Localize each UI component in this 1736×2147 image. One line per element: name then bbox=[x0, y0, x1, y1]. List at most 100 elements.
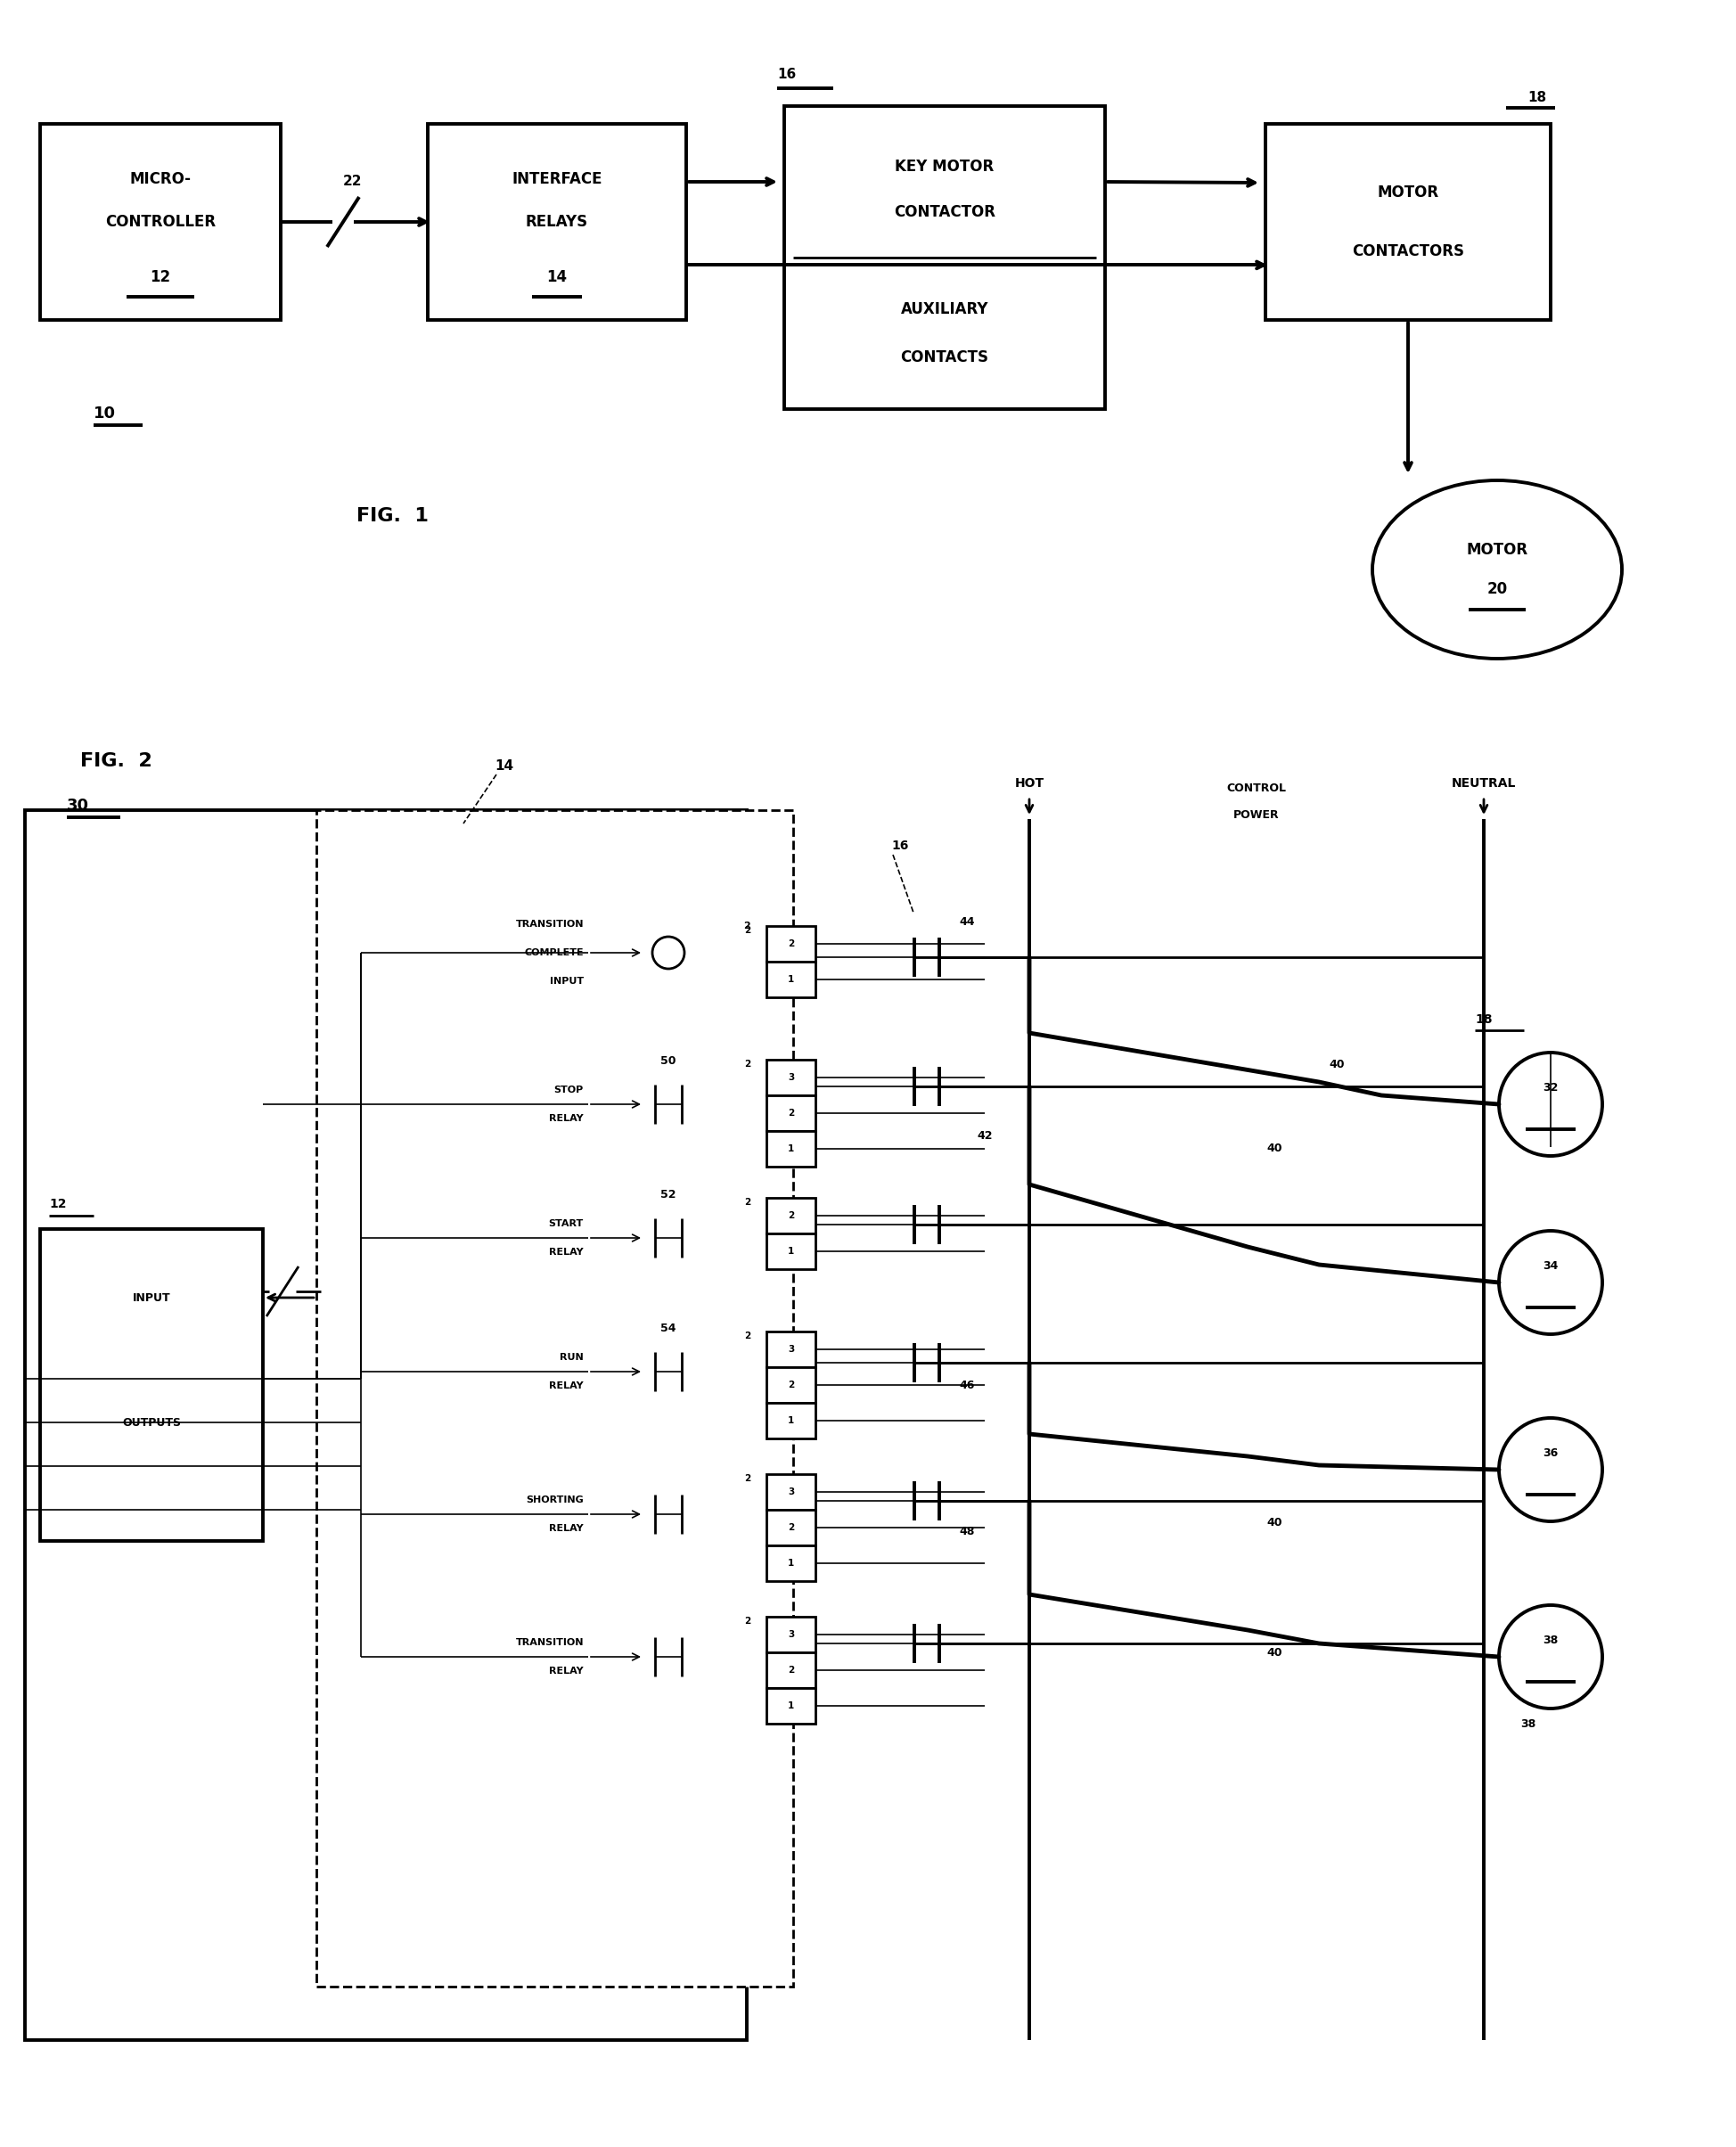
Text: 1: 1 bbox=[788, 975, 793, 983]
Text: KEY MOTOR: KEY MOTOR bbox=[894, 159, 993, 174]
Text: 40: 40 bbox=[1266, 1518, 1281, 1529]
Bar bbox=[766, 962, 814, 998]
Text: RUN: RUN bbox=[559, 1353, 583, 1361]
Text: 2: 2 bbox=[788, 1108, 793, 1119]
Text: MOTOR: MOTOR bbox=[1465, 541, 1528, 558]
Text: 2: 2 bbox=[788, 1666, 793, 1675]
Circle shape bbox=[1498, 1230, 1602, 1333]
Text: OUTPUTS: OUTPUTS bbox=[122, 1417, 181, 1428]
Text: 2: 2 bbox=[743, 925, 750, 934]
Text: AUXILIARY: AUXILIARY bbox=[901, 301, 988, 318]
Text: CONTACTS: CONTACTS bbox=[899, 350, 988, 365]
Text: 14: 14 bbox=[547, 268, 568, 286]
Circle shape bbox=[1498, 1606, 1602, 1709]
Bar bbox=[766, 1653, 814, 1688]
Bar bbox=[766, 1198, 814, 1235]
Text: 48: 48 bbox=[958, 1527, 974, 1537]
Text: 2: 2 bbox=[743, 1617, 750, 1625]
Text: 20: 20 bbox=[1486, 582, 1507, 597]
Text: 40: 40 bbox=[1266, 1142, 1281, 1155]
Bar bbox=[40, 125, 281, 320]
Bar bbox=[766, 1235, 814, 1269]
Text: 2: 2 bbox=[788, 1211, 793, 1219]
Text: 1: 1 bbox=[788, 1559, 793, 1567]
Text: 18: 18 bbox=[1474, 1013, 1491, 1026]
Bar bbox=[766, 1368, 814, 1402]
Text: 38: 38 bbox=[1542, 1636, 1557, 1647]
Text: 40: 40 bbox=[1328, 1058, 1344, 1069]
Text: 2: 2 bbox=[743, 1061, 750, 1069]
Text: MOTOR: MOTOR bbox=[1377, 185, 1437, 200]
Bar bbox=[766, 1509, 814, 1546]
Text: 54: 54 bbox=[660, 1323, 675, 1335]
Text: 1: 1 bbox=[788, 1144, 793, 1153]
Text: POWER: POWER bbox=[1233, 809, 1279, 820]
Text: SHORTING: SHORTING bbox=[526, 1496, 583, 1505]
Text: INPUT: INPUT bbox=[132, 1292, 170, 1303]
Bar bbox=[766, 1331, 814, 1368]
Bar bbox=[766, 1131, 814, 1166]
Text: RELAY: RELAY bbox=[549, 1666, 583, 1675]
Text: CONTROLLER: CONTROLLER bbox=[106, 215, 215, 230]
Text: COMPLETE: COMPLETE bbox=[524, 949, 583, 958]
Text: 22: 22 bbox=[342, 176, 361, 189]
Text: INPUT: INPUT bbox=[550, 977, 583, 985]
Circle shape bbox=[653, 936, 684, 968]
Text: 2: 2 bbox=[743, 1475, 750, 1484]
Text: RELAY: RELAY bbox=[549, 1247, 583, 1256]
Bar bbox=[766, 925, 814, 962]
Text: 2: 2 bbox=[788, 1522, 793, 1533]
Text: HOT: HOT bbox=[1014, 777, 1043, 790]
Text: 10: 10 bbox=[94, 406, 116, 421]
Text: 42: 42 bbox=[976, 1129, 991, 1142]
Text: TRANSITION: TRANSITION bbox=[516, 1638, 583, 1647]
Text: 2: 2 bbox=[788, 940, 793, 949]
Text: 2: 2 bbox=[743, 1198, 750, 1207]
Text: 52: 52 bbox=[660, 1189, 675, 1200]
Text: 3: 3 bbox=[788, 1074, 793, 1082]
Circle shape bbox=[1498, 1052, 1602, 1155]
Bar bbox=[766, 1061, 814, 1095]
Text: 30: 30 bbox=[66, 799, 89, 814]
Bar bbox=[40, 1228, 262, 1542]
Text: 38: 38 bbox=[1521, 1718, 1535, 1730]
Text: 12: 12 bbox=[49, 1198, 66, 1211]
Text: TRANSITION: TRANSITION bbox=[516, 919, 583, 930]
Text: 44: 44 bbox=[958, 917, 974, 928]
Bar bbox=[316, 809, 793, 1986]
Bar bbox=[766, 1546, 814, 1580]
Text: INTERFACE: INTERFACE bbox=[512, 172, 602, 187]
Text: RELAY: RELAY bbox=[549, 1524, 583, 1533]
Text: 16: 16 bbox=[776, 69, 795, 82]
Text: 46: 46 bbox=[958, 1378, 974, 1391]
Text: RELAY: RELAY bbox=[549, 1381, 583, 1391]
Text: RELAYS: RELAYS bbox=[526, 215, 589, 230]
Text: 2: 2 bbox=[743, 921, 750, 930]
Text: CONTACTOR: CONTACTOR bbox=[894, 204, 995, 221]
Text: NEUTRAL: NEUTRAL bbox=[1451, 777, 1516, 790]
Text: 2: 2 bbox=[788, 1381, 793, 1389]
Text: CONTROL: CONTROL bbox=[1226, 782, 1286, 794]
Bar bbox=[766, 1095, 814, 1131]
Bar bbox=[427, 125, 686, 320]
Text: 1: 1 bbox=[788, 1247, 793, 1256]
Text: 16: 16 bbox=[891, 839, 908, 852]
Text: 40: 40 bbox=[1266, 1647, 1281, 1657]
Bar bbox=[766, 1475, 814, 1509]
Text: START: START bbox=[549, 1219, 583, 1228]
Bar bbox=[785, 105, 1104, 410]
Text: 3: 3 bbox=[788, 1630, 793, 1638]
Text: FIG.  1: FIG. 1 bbox=[356, 507, 429, 524]
Bar bbox=[766, 1402, 814, 1438]
Text: FIG.  2: FIG. 2 bbox=[80, 751, 153, 771]
Text: 50: 50 bbox=[660, 1056, 675, 1067]
Bar bbox=[766, 1617, 814, 1653]
Text: 3: 3 bbox=[788, 1488, 793, 1496]
Text: 34: 34 bbox=[1542, 1260, 1557, 1273]
Text: 3: 3 bbox=[788, 1344, 793, 1355]
Circle shape bbox=[1498, 1417, 1602, 1522]
Bar bbox=[766, 1688, 814, 1724]
Text: RELAY: RELAY bbox=[549, 1114, 583, 1123]
Bar bbox=[24, 809, 746, 2040]
Text: MICRO-: MICRO- bbox=[130, 172, 191, 187]
